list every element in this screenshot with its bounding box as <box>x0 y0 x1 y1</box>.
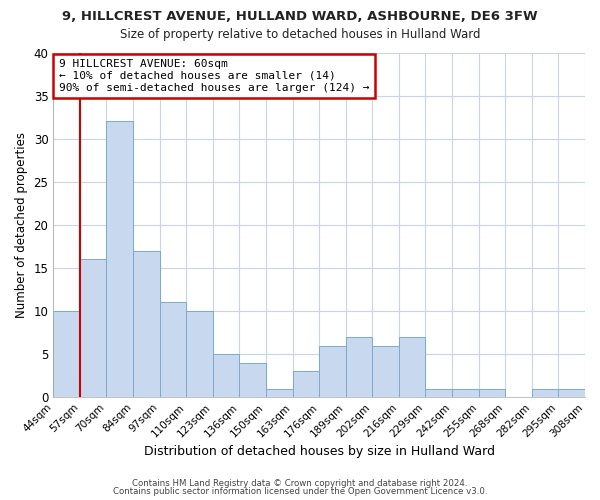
Bar <box>452 388 479 397</box>
Text: Size of property relative to detached houses in Hulland Ward: Size of property relative to detached ho… <box>120 28 480 41</box>
Bar <box>479 388 505 397</box>
Bar <box>80 260 106 397</box>
Bar <box>319 346 346 397</box>
Bar <box>293 372 319 397</box>
Y-axis label: Number of detached properties: Number of detached properties <box>15 132 28 318</box>
Bar <box>373 346 399 397</box>
Text: 9 HILLCREST AVENUE: 60sqm
← 10% of detached houses are smaller (14)
90% of semi-: 9 HILLCREST AVENUE: 60sqm ← 10% of detac… <box>59 60 369 92</box>
X-axis label: Distribution of detached houses by size in Hulland Ward: Distribution of detached houses by size … <box>143 444 494 458</box>
Bar <box>399 337 425 397</box>
Bar <box>559 388 585 397</box>
Bar <box>532 388 559 397</box>
Bar <box>346 337 373 397</box>
Bar <box>186 311 213 397</box>
Bar <box>425 388 452 397</box>
Bar <box>160 302 186 397</box>
Bar <box>53 311 80 397</box>
Text: Contains HM Land Registry data © Crown copyright and database right 2024.: Contains HM Land Registry data © Crown c… <box>132 478 468 488</box>
Bar <box>133 250 160 397</box>
Bar <box>106 122 133 397</box>
Text: 9, HILLCREST AVENUE, HULLAND WARD, ASHBOURNE, DE6 3FW: 9, HILLCREST AVENUE, HULLAND WARD, ASHBO… <box>62 10 538 23</box>
Bar <box>266 388 293 397</box>
Text: Contains public sector information licensed under the Open Government Licence v3: Contains public sector information licen… <box>113 487 487 496</box>
Bar <box>213 354 239 397</box>
Bar <box>239 363 266 397</box>
